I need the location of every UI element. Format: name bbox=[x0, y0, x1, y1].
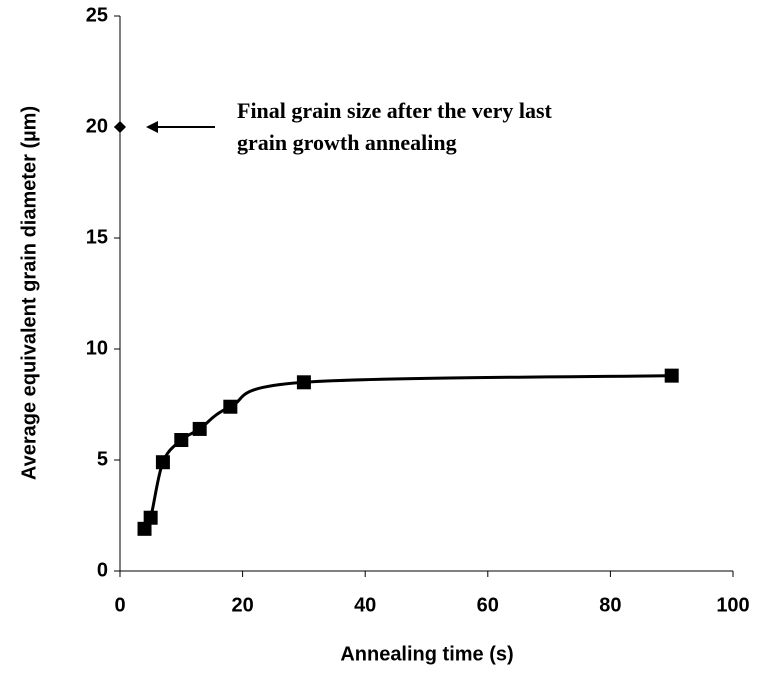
square-marker bbox=[143, 510, 158, 525]
y-tick-label: 5 bbox=[97, 448, 108, 470]
x-tick-label: 60 bbox=[477, 594, 499, 616]
series-line bbox=[143, 374, 672, 530]
x-tick-label: 100 bbox=[716, 594, 749, 616]
square-marker bbox=[296, 375, 311, 390]
x-tick-label: 80 bbox=[599, 594, 621, 616]
x-tick-label: 40 bbox=[354, 594, 376, 616]
y-tick-label: 15 bbox=[86, 226, 108, 248]
square-marker bbox=[155, 455, 170, 470]
annotation: Final grain size after the very last bbox=[237, 98, 553, 123]
y-tick-label: 25 bbox=[86, 4, 108, 26]
x-tick-label: 0 bbox=[114, 594, 125, 616]
y-axis-title: Average equivalent grain diameter (µm) bbox=[18, 106, 40, 480]
square-marker bbox=[664, 368, 679, 383]
y-tick-label: 20 bbox=[86, 115, 108, 137]
x-tick-label: 20 bbox=[231, 594, 253, 616]
diamond-marker bbox=[114, 121, 126, 133]
arrow-head bbox=[146, 121, 158, 133]
square-marker bbox=[192, 421, 207, 436]
y-tick-label: 10 bbox=[86, 337, 108, 359]
annotation: grain growth annealing bbox=[237, 130, 457, 155]
x-axis-title: Annealing time (s) bbox=[340, 643, 513, 665]
square-marker bbox=[137, 521, 152, 536]
square-marker bbox=[223, 399, 238, 414]
square-marker bbox=[174, 433, 189, 448]
y-tick-label: 0 bbox=[97, 559, 108, 581]
